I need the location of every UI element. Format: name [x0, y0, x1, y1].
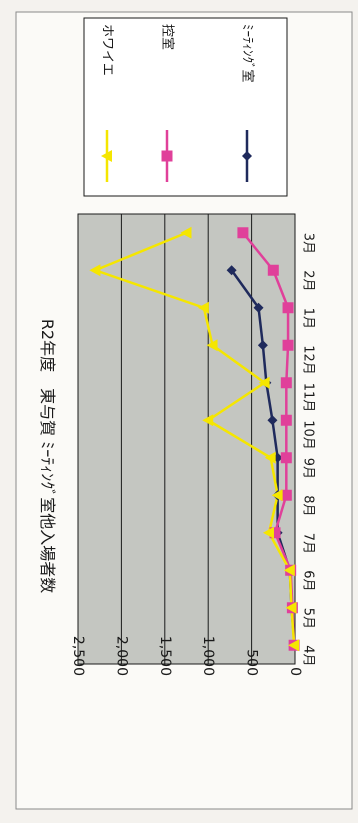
legend-swatch-marker [242, 151, 252, 161]
plot-area: 0 500 1,000 1,500 2,000 2,500 4月 5月 6月 7月 8月 9月 10月… [70, 213, 316, 676]
y-tick-label: 1,000 [200, 636, 216, 676]
data-point-3 [283, 564, 295, 577]
y-tick-label: 1,500 [157, 636, 173, 676]
data-point-3 [202, 414, 214, 427]
data-point-2 [280, 414, 292, 426]
x-tick-label: 11月 [301, 383, 316, 413]
x-tick-label: 5月 [301, 608, 316, 629]
y-tick-label: 2,500 [70, 636, 86, 676]
data-point-3 [197, 301, 209, 314]
data-point-1 [253, 302, 264, 313]
data-point-1 [267, 415, 278, 426]
data-point-2 [282, 302, 294, 314]
legend-item-2: 控室 [160, 24, 176, 182]
data-point-2 [282, 339, 294, 351]
data-point-3 [89, 264, 101, 277]
data-point-2 [280, 452, 292, 464]
data-point-3 [264, 451, 276, 464]
data-point-3 [206, 339, 218, 352]
data-point-2 [280, 377, 292, 389]
y-tick-label: 500 [244, 649, 260, 676]
data-point-3 [180, 226, 192, 239]
data-point-3 [271, 489, 283, 502]
x-tick-label: 8月 [301, 495, 316, 516]
data-point-1 [257, 340, 268, 351]
data-point-1 [226, 265, 237, 276]
legend-label: 控室 [160, 24, 176, 50]
legend-item-1: ﾐｰﾃｨﾝｸﾞ室 [240, 24, 256, 182]
legend-box [83, 17, 288, 197]
y-tick-label: 2,000 [113, 636, 129, 676]
data-point-2 [267, 264, 279, 276]
data-point-2 [237, 227, 249, 239]
x-tick-label: 3月 [301, 233, 316, 254]
y-tick-label: 0 [287, 667, 303, 676]
data-point-3 [288, 639, 300, 652]
gridlines [120, 214, 253, 664]
data-point-3 [258, 376, 270, 389]
x-tick-label: 7月 [301, 533, 316, 554]
x-tick-label: 12月 [301, 345, 316, 375]
x-tick-label: 2月 [301, 270, 316, 291]
data-point-3 [285, 601, 297, 614]
legend-item-3: ホワイエ [100, 24, 115, 182]
plot-background [77, 213, 296, 665]
chart-title: R2年度 東与賀 ﾐｰﾃｨﾝｸﾞ室他入場者数 [38, 319, 57, 593]
x-tick-label: 10月 [301, 420, 316, 450]
x-tick-label: 4月 [301, 645, 316, 666]
data-point-3 [262, 526, 274, 539]
legend: ﾐｰﾃｨﾝｸﾞ室 控室 ホワイエ [83, 17, 288, 197]
data-point-2 [269, 527, 281, 539]
x-tick-label: 6月 [301, 570, 316, 591]
data-point-2 [280, 489, 292, 501]
legend-label: ホワイエ [100, 24, 115, 76]
legend-swatch-marker [161, 150, 173, 162]
legend-swatch-marker [101, 150, 112, 162]
legend-label: ﾐｰﾃｨﾝｸﾞ室 [240, 24, 256, 83]
y-axis-ticks: 0 500 1,000 1,500 2,000 2,500 [70, 636, 303, 676]
x-axis-ticks: 4月 5月 6月 7月 8月 9月 10月 11月 12月 1月 2月 3月 [301, 233, 316, 667]
series-line-3 [94, 231, 296, 646]
x-tick-label: 1月 [301, 308, 316, 329]
x-tick-label: 9月 [301, 458, 316, 479]
series-markers [89, 226, 300, 652]
